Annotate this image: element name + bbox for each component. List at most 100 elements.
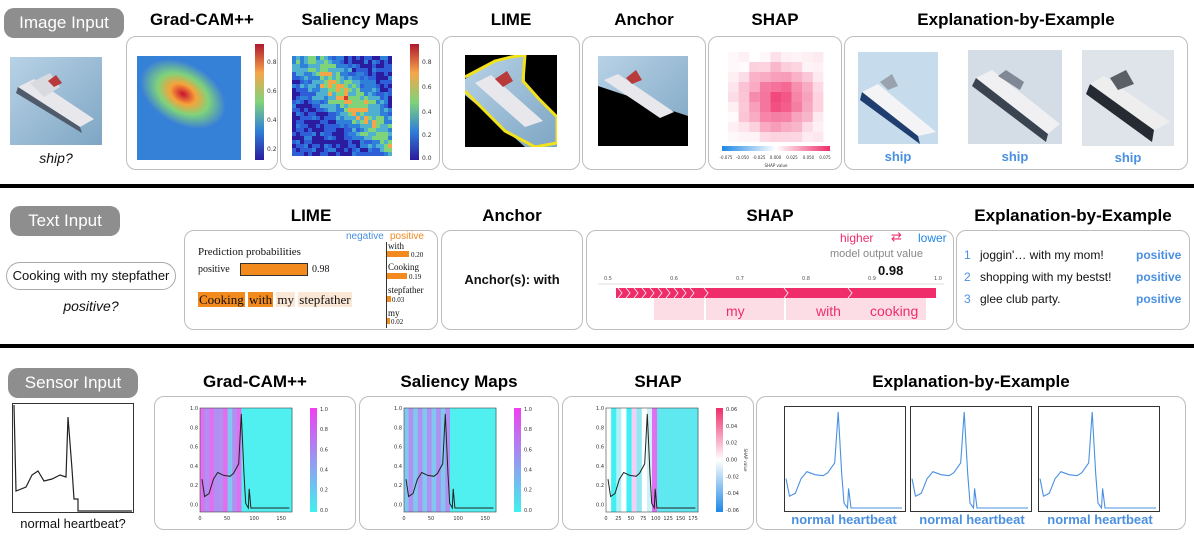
shap-axis-tick: 0.075 xyxy=(819,155,831,160)
sensor-y-tick: 0.0 xyxy=(394,502,402,508)
sensor-input-signal xyxy=(12,403,134,513)
lime-negative-label: negative xyxy=(346,231,384,242)
sensor-heat-band xyxy=(232,408,238,512)
text-example-item: 3 glee club party. positive xyxy=(964,292,1188,314)
sensor-heat-band xyxy=(269,408,275,512)
sensor-heat-band xyxy=(682,408,689,512)
lime-pred-class: positive xyxy=(198,264,230,275)
shap-force-tick: 0.6 xyxy=(670,276,678,282)
sensor-colorbar-tick: 0.00 xyxy=(726,457,737,463)
sensor-y-tick: 0.8 xyxy=(190,425,198,431)
example-ecg-line xyxy=(1039,411,1156,510)
shap-force-bar xyxy=(616,288,936,298)
sensor-x-tick: 0 xyxy=(604,516,607,522)
shap-force-segment xyxy=(654,298,704,320)
shap-axis-tick: -0.050 xyxy=(736,155,749,160)
sensor-x-tick: 175 xyxy=(688,516,698,522)
sensor-shap-plot: 1.0 0.8 0.6 0.4 0.2 0.0 0 25 50 75 100 125 150 175 0.0… xyxy=(566,402,752,526)
shap-force-chevron xyxy=(625,287,631,299)
sensor-colorbar-tick: -0.06 xyxy=(726,508,739,514)
lime-axis-line xyxy=(386,242,387,328)
shap-force-chevron xyxy=(641,287,647,299)
lime-word: stepfather xyxy=(388,285,424,295)
shap-force-chevron xyxy=(703,287,709,299)
shap-force-chevron xyxy=(633,287,639,299)
sensor-x-tick: 75 xyxy=(640,516,646,522)
sensor-ecg-line xyxy=(405,413,494,510)
sensor-y-tick: 0.4 xyxy=(394,464,402,470)
sensor-heat-band xyxy=(468,408,474,512)
example-ecg-frame xyxy=(1038,406,1160,512)
text-input-label: Text Input xyxy=(10,206,120,236)
sensor-x-tick: 100 xyxy=(453,516,463,522)
sensor-x-tick: 50 xyxy=(428,516,434,522)
image-gradcam-title: Grad-CAM++ xyxy=(150,10,254,29)
shap-force-segment xyxy=(706,298,784,320)
sensor-heat-band xyxy=(282,408,288,512)
sensor-colorbar-tick: 0.2 xyxy=(320,488,328,494)
example-number: 3 xyxy=(964,292,971,306)
sensor-example-title: Explanation-by-Example xyxy=(872,372,1070,391)
sensor-colorbar-tick: 0.02 xyxy=(726,441,737,447)
example-ship-image xyxy=(968,50,1062,144)
image-example-label: ship xyxy=(1001,149,1029,164)
sensor-heat-band xyxy=(227,408,233,512)
sensor-heat-band xyxy=(259,408,265,512)
sensor-heat-band xyxy=(662,408,668,512)
sensor-colorbar-tick: -0.04 xyxy=(726,491,739,497)
lime-word-highlight: Cooking xyxy=(198,292,245,307)
lime-pred-title: Prediction probabilities xyxy=(198,246,301,258)
example-text: glee club party. xyxy=(980,292,1061,306)
sensor-y-tick: 0.8 xyxy=(394,425,402,431)
sensor-colorbar-tick: 0.0 xyxy=(524,508,532,514)
example-text: joggin'… with my mom! xyxy=(980,248,1104,262)
image-saliency-tick: 0.6 xyxy=(422,84,432,91)
example-label: positive xyxy=(1136,270,1182,284)
sensor-heat-band xyxy=(657,408,663,512)
sensor-heat-band xyxy=(209,408,215,512)
sensor-heat-band xyxy=(273,408,279,512)
image-anchor-title: Anchor xyxy=(614,10,674,29)
sensor-heat-band xyxy=(687,408,694,512)
text-example-list: 1 joggin'… with my mom! positive 2 shopp… xyxy=(964,248,1188,314)
sensor-saliency-plot: 1.0 0.8 0.6 0.4 0.2 0.0 0 50 100 150 1.0 0.8 0.6 0.4 0… xyxy=(364,402,556,526)
shap-output-label: model output value xyxy=(830,248,923,260)
shap-axis-tick: -0.025 xyxy=(753,155,766,160)
image-input-label: Image Input xyxy=(4,8,124,38)
sensor-heat-band xyxy=(454,408,460,512)
lime-pred-bar xyxy=(240,263,308,276)
shap-force-tick: 1.0 xyxy=(934,276,942,282)
lime-word: my xyxy=(388,308,400,318)
text-lime-title: LIME xyxy=(290,206,332,225)
sensor-y-tick: 1.0 xyxy=(596,406,604,412)
sensor-y-tick: 0.6 xyxy=(394,445,402,451)
sensor-heat-band xyxy=(436,408,442,512)
sensor-heat-band xyxy=(677,408,684,512)
shap-force-chevron xyxy=(657,287,663,299)
sensor-heat-band xyxy=(246,408,252,512)
sensor-heat-band xyxy=(672,408,679,512)
shap-force-chevron xyxy=(681,287,687,299)
sensor-x-tick: 50 xyxy=(224,516,230,522)
shap-force-chevron xyxy=(689,287,695,299)
shap-word-label: cooking xyxy=(870,303,919,319)
sensor-heat-band xyxy=(417,408,423,512)
sensor-colorbar-tick: 0.04 xyxy=(726,424,737,430)
sensor-plot-frame xyxy=(199,407,293,513)
image-saliency-colorbar: 0.8 0.6 0.4 0.2 0.0 xyxy=(410,44,436,162)
lime-word: Cooking xyxy=(388,262,420,272)
shap-force-chevron xyxy=(847,287,853,299)
sensor-heat-band xyxy=(459,408,465,512)
sensor-colorbar-tick: 1.0 xyxy=(320,407,328,413)
sensor-x-tick: 125 xyxy=(663,516,673,522)
image-input-caption: ship? xyxy=(39,150,73,166)
image-saliency-tick: 0.2 xyxy=(422,132,432,139)
shap-axis-tick: 0.025 xyxy=(786,155,798,160)
sensor-input-label: Sensor Input xyxy=(8,368,138,398)
shap-higher-label: higher xyxy=(840,231,874,245)
text-shap-title: SHAP xyxy=(746,206,794,225)
anchor-result-text: Anchor(s): with xyxy=(464,272,560,287)
sensor-heat-band xyxy=(491,408,497,512)
sensor-x-tick: 150 xyxy=(480,516,490,522)
sensor-heat-band xyxy=(473,408,479,512)
